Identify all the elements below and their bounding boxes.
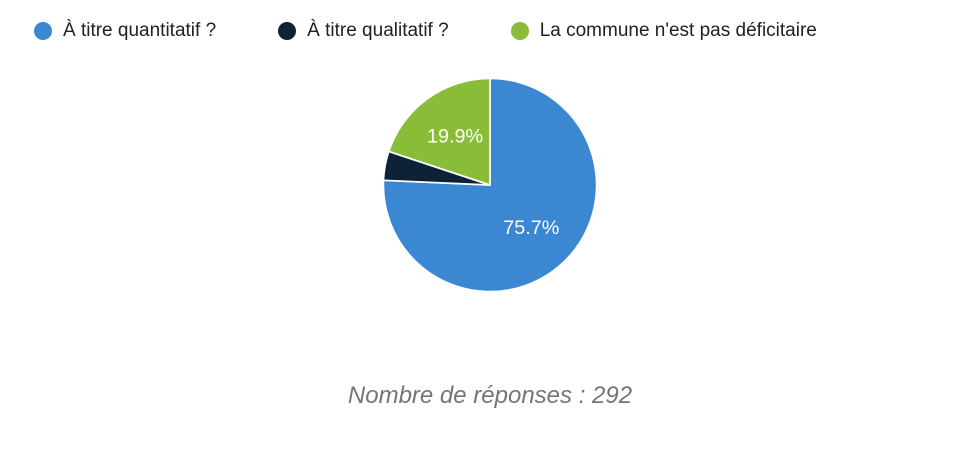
legend-label-quantitatif: À titre quantitatif ? [63, 20, 217, 41]
legend-label-qualitatif: À titre qualitatif ? [307, 20, 449, 41]
pie-slice-label-2: 19.9% [427, 126, 483, 148]
legend-item-quantitatif: À titre quantitatif ? [34, 20, 216, 42]
pie-slice-label-0: 75.7% [503, 217, 559, 239]
legend-label-non-deficitaire: La commune n'est pas déficitaire [539, 20, 817, 41]
legend-dot-quantitatif-icon [34, 22, 52, 40]
legend-item-non-deficitaire: La commune n'est pas déficitaire [510, 20, 817, 42]
chart-caption: Nombre de réponses : 292 [347, 382, 633, 409]
legend-dot-qualitatif-icon [278, 22, 297, 40]
legend-item-qualitatif: À titre qualitatif ? [278, 20, 449, 42]
pie-slice-2 [387, 77, 491, 186]
legend: À titre quantitatif ? À titre qualitatif… [0, 0, 956, 42]
pie-chart: 75.7% 19.9% [361, 56, 619, 314]
legend-dot-non-deficitaire-icon [510, 22, 529, 40]
